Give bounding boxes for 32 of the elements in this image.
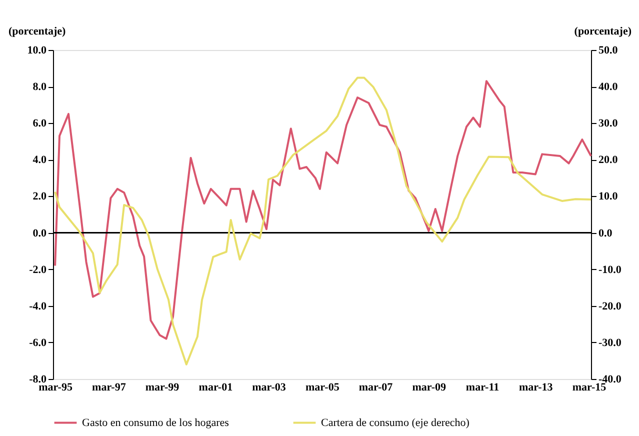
legend-label: Gasto en consumo de los hogares <box>82 416 229 429</box>
y2-tick-label: -30.0 <box>598 336 622 349</box>
y-tick-label: -2.0 <box>29 264 47 276</box>
y-tick-label: 2.0 <box>32 190 47 203</box>
y2-tick-label: 10.0 <box>598 190 618 203</box>
x-tick-label: mar-01 <box>198 382 233 394</box>
x-tick-label: mar-13 <box>518 382 554 394</box>
legend-label: Cartera de consumo (eje derecho) <box>321 416 470 429</box>
y-tick-label: 4.0 <box>32 154 47 166</box>
y-tick-label: -6.0 <box>29 336 47 349</box>
y2-tick-label: 40.0 <box>598 81 618 94</box>
x-tick-label: mar-03 <box>252 382 286 394</box>
y2-tick-label: 50.0 <box>598 44 618 56</box>
x-tick-label: mar-15 <box>572 382 607 394</box>
y2-tick-label: 30.0 <box>598 118 618 130</box>
y2-tick-label: 20.0 <box>598 154 618 166</box>
x-tick-label: mar-05 <box>306 382 340 394</box>
y-tick-label: -4.0 <box>29 300 47 312</box>
x-tick-label: mar-07 <box>358 382 394 394</box>
x-tick-label: mar-11 <box>466 382 500 394</box>
y2-tick-label: 0.0 <box>598 227 613 240</box>
y2-tick-label: -10.0 <box>598 264 622 276</box>
y-tick-label: 10.0 <box>27 44 47 56</box>
x-tick-label: mar-09 <box>412 382 447 394</box>
y-tick-label: 8.0 <box>32 81 47 94</box>
y-tick-label: 6.0 <box>32 118 47 130</box>
y2-axis-title: (porcentaje) <box>574 26 632 38</box>
x-tick-label: mar-97 <box>92 382 126 394</box>
y2-tick-label: -20.0 <box>598 300 622 312</box>
y-tick-label: 0.0 <box>32 227 47 240</box>
y-axis-title: (porcentaje) <box>8 26 66 38</box>
x-tick-label: mar-99 <box>145 382 180 394</box>
